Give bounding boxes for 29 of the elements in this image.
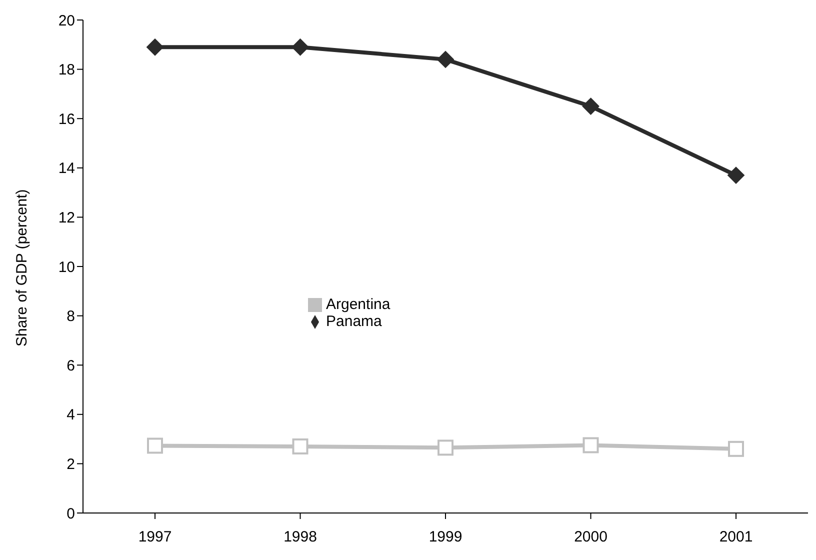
point — [146, 38, 164, 56]
point — [437, 50, 454, 68]
x-tick-label: 1998 — [284, 528, 317, 546]
y-tick-label: 14 — [58, 160, 75, 178]
x-tick-label: 1999 — [428, 528, 462, 546]
x-tick-label: 2000 — [574, 528, 608, 546]
point — [728, 166, 744, 184]
y-tick-label: 6 — [66, 357, 75, 374]
x-tick-label: 2001 — [719, 528, 753, 546]
legend-label: Argentina — [326, 296, 390, 313]
point — [438, 440, 454, 456]
y-tick-label: 8 — [66, 308, 75, 326]
point — [728, 440, 744, 457]
y-tick-label: 4 — [66, 406, 75, 424]
point — [582, 437, 599, 454]
legend-label: Panama — [326, 313, 382, 330]
y-tick-label: 0 — [66, 505, 75, 522]
y-axis-title: Share of GDP (percent) — [13, 189, 30, 346]
y-tick-label: 10 — [58, 258, 75, 276]
point — [292, 438, 308, 454]
point — [582, 98, 600, 115]
y-tick-label: 18 — [58, 62, 75, 79]
y-tick-label: 20 — [58, 12, 75, 30]
y-tick-label: 16 — [58, 110, 75, 128]
x-tick-label: 1997 — [138, 528, 172, 546]
point — [292, 38, 309, 56]
y-tick-label: 12 — [58, 210, 75, 227]
y-tick-label: 2 — [66, 456, 75, 474]
point — [147, 438, 163, 454]
